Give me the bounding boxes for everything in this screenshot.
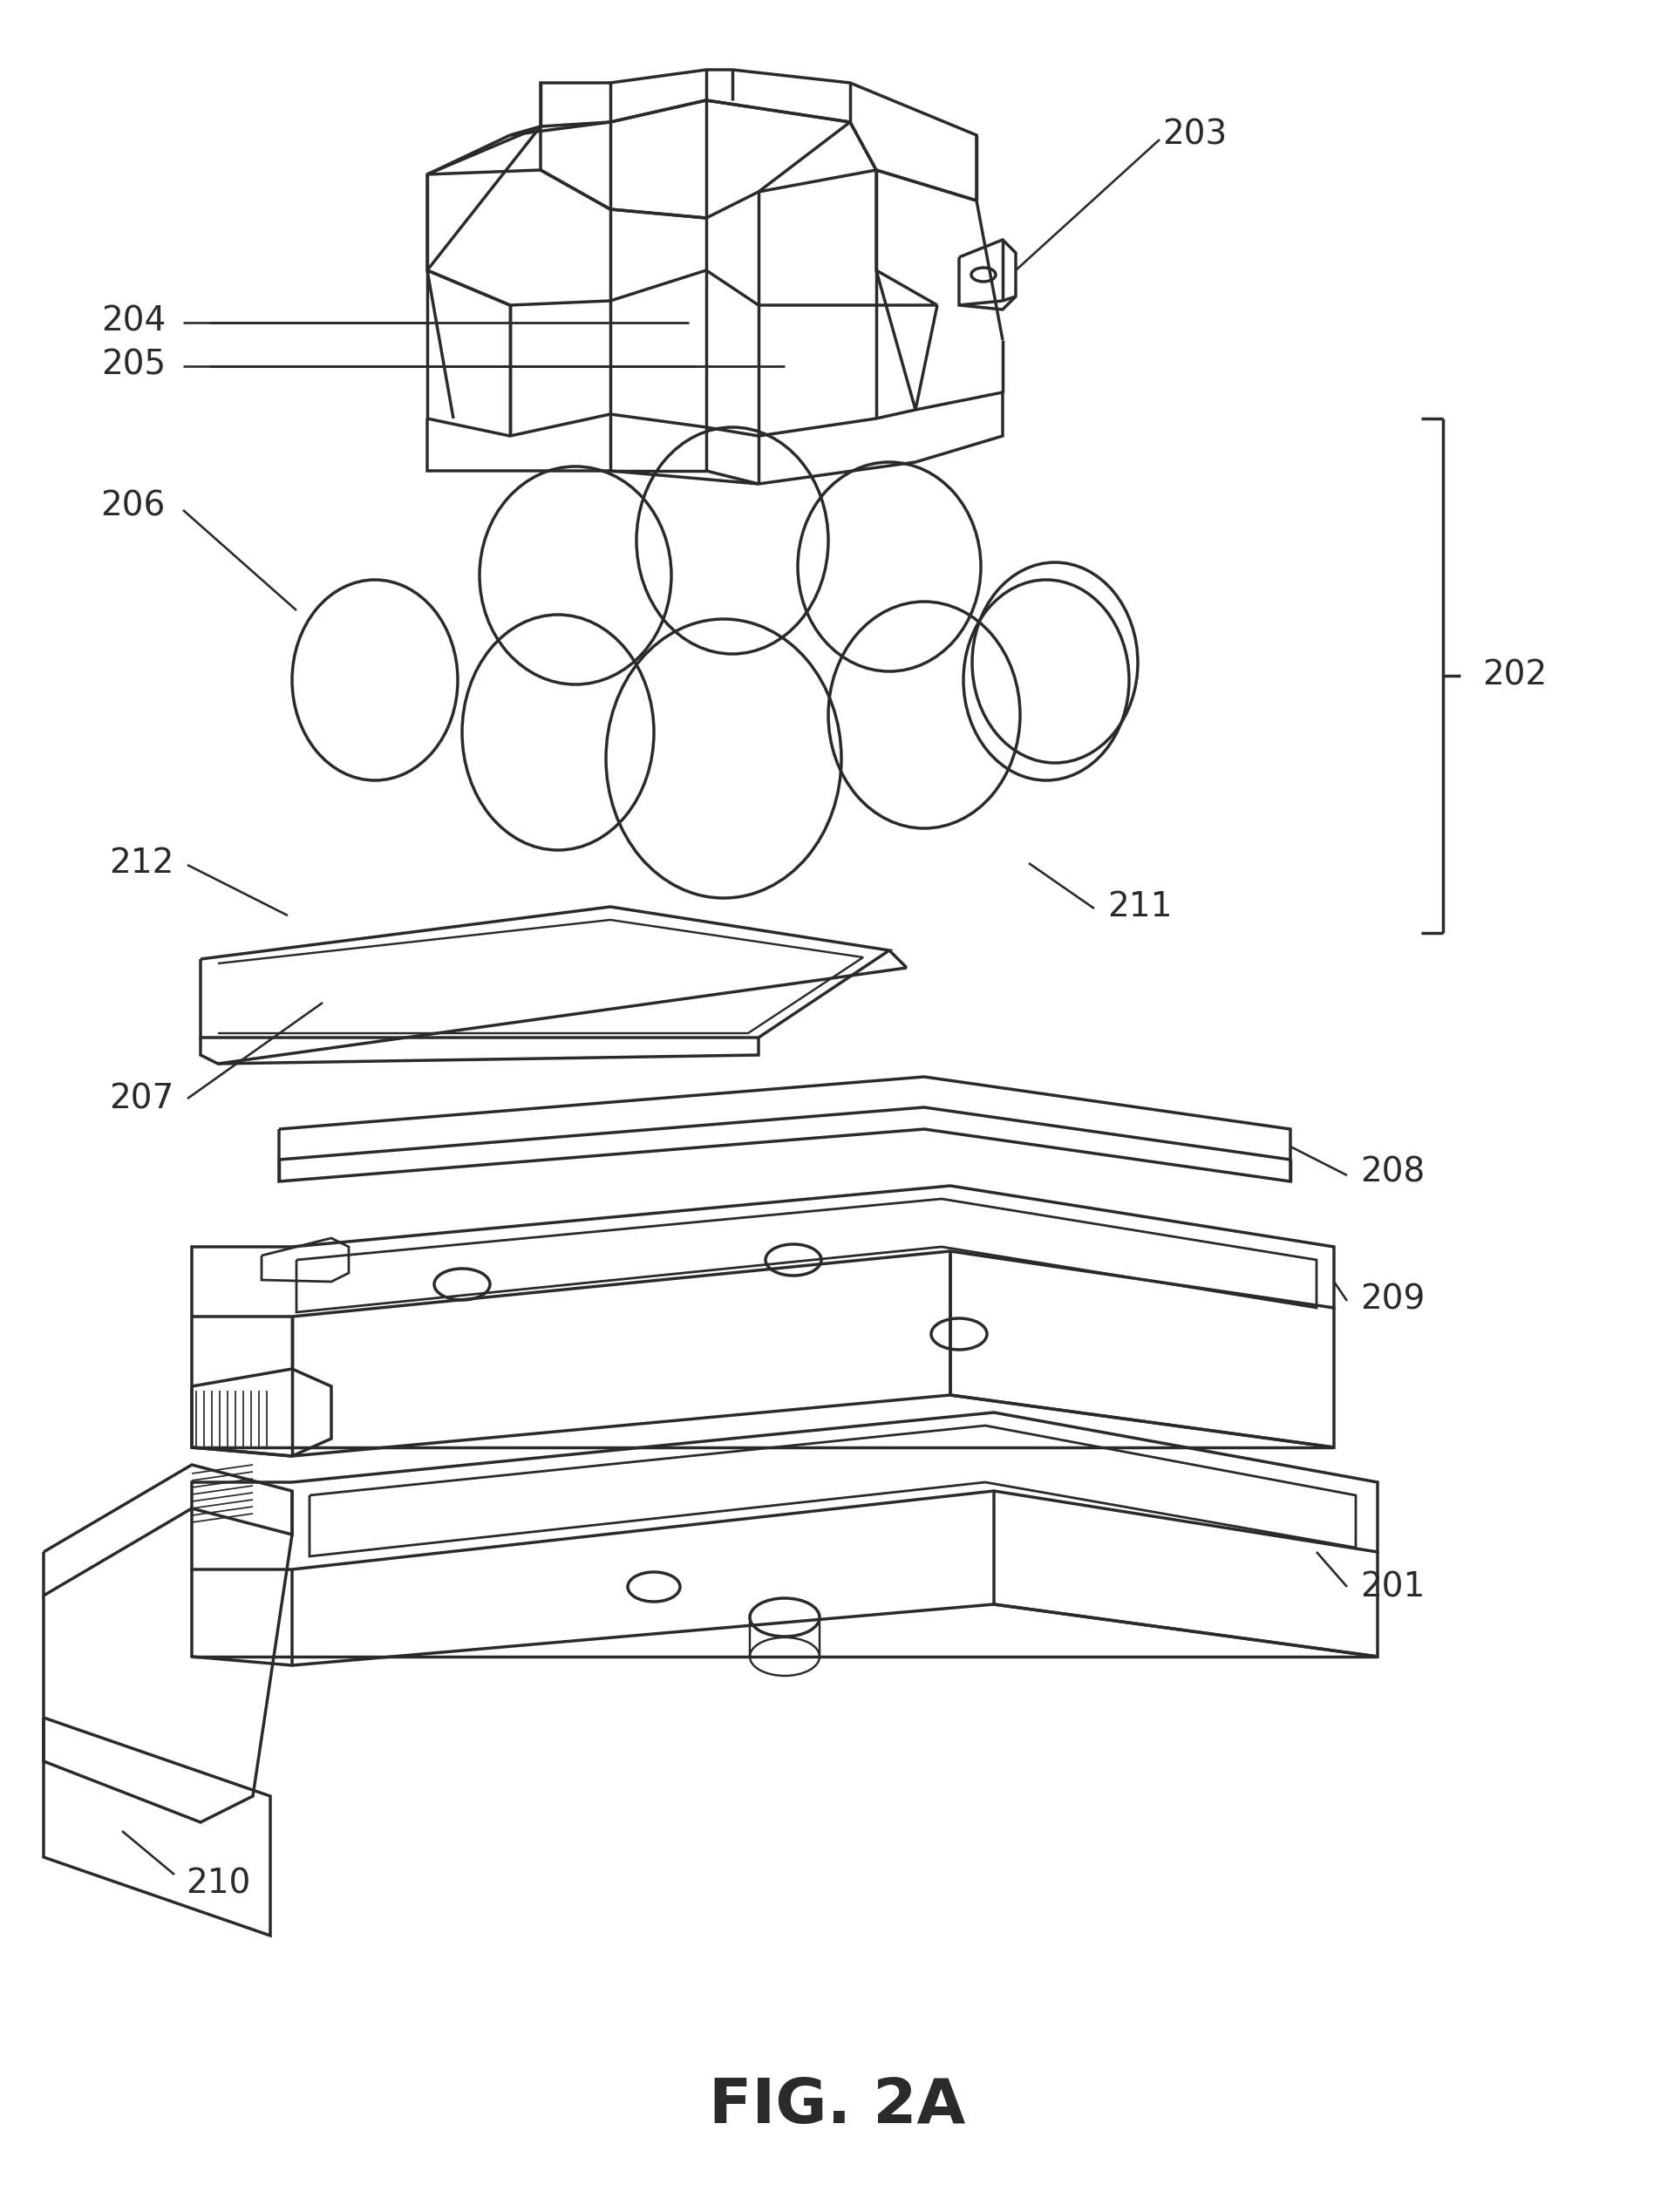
Text: 211: 211	[1107, 889, 1172, 922]
Text: 205: 205	[100, 347, 166, 380]
Text: FIG. 2A: FIG. 2A	[708, 2075, 966, 2137]
Text: 206: 206	[100, 489, 166, 522]
Text: 202: 202	[1481, 659, 1547, 692]
Text: 209: 209	[1359, 1283, 1425, 1316]
Text: 201: 201	[1359, 1571, 1425, 1604]
Text: 208: 208	[1359, 1157, 1425, 1190]
Text: 204: 204	[100, 305, 166, 338]
Text: 212: 212	[109, 847, 174, 880]
Text: 203: 203	[1162, 119, 1227, 153]
Text: 207: 207	[109, 1082, 174, 1115]
Text: 210: 210	[186, 1867, 251, 1900]
